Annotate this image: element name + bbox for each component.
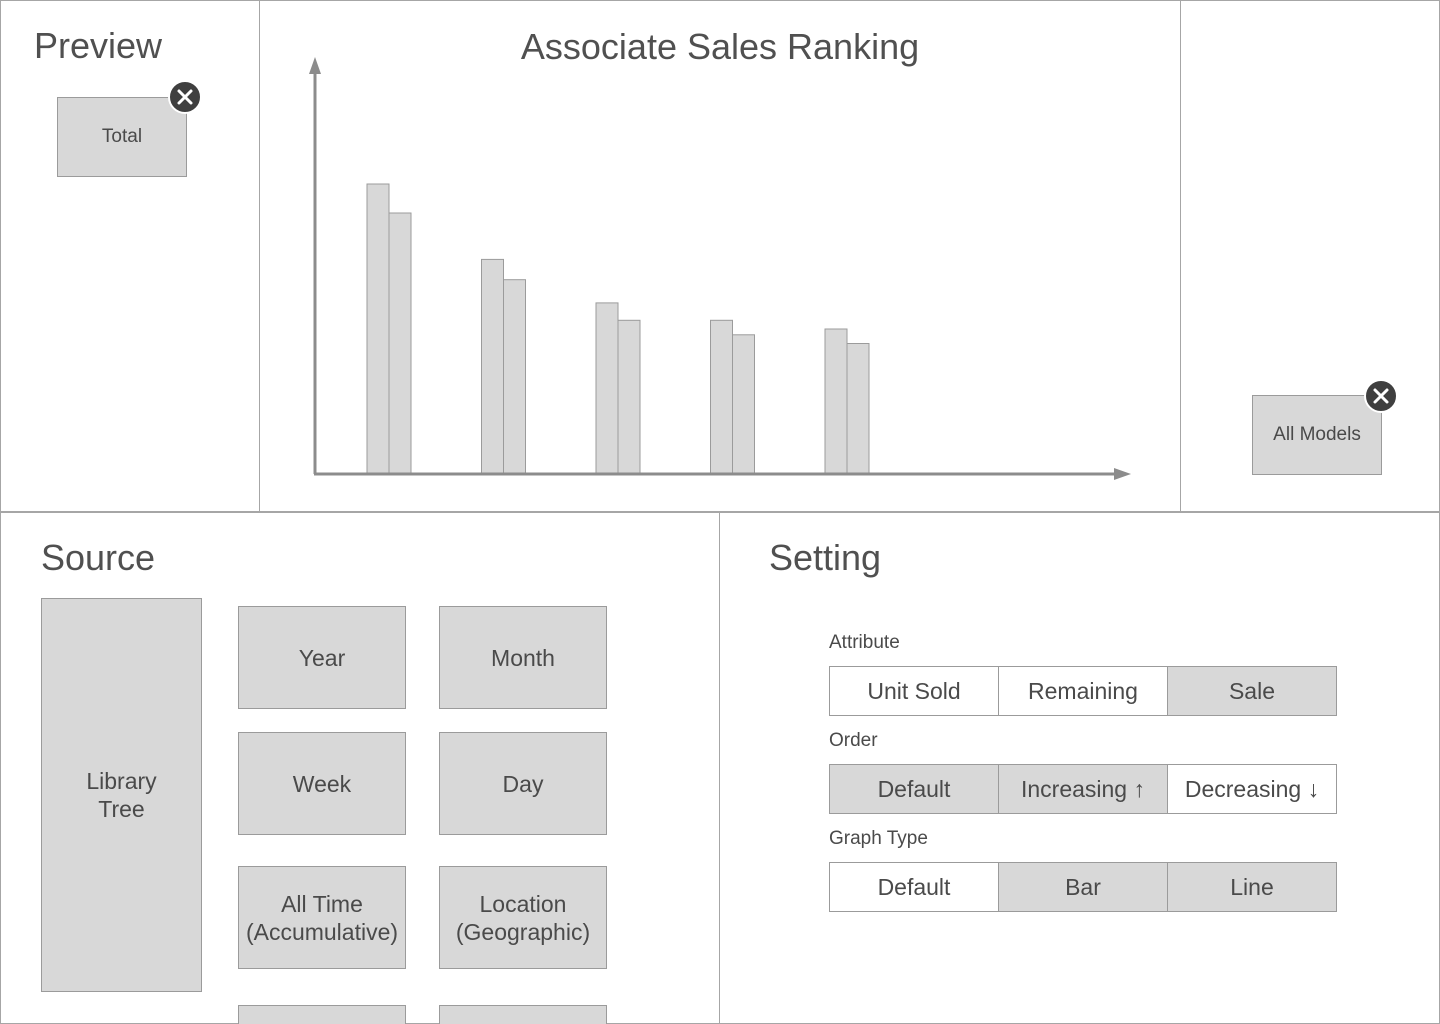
order-increasing-button[interactable]: Increasing ↑	[998, 764, 1168, 814]
x-axis-arrow-icon	[1114, 468, 1131, 480]
library-tree-label: Library Tree	[86, 768, 157, 822]
chart-title: Associate Sales Ranking	[520, 26, 920, 67]
filter-panel: All Models	[1180, 0, 1440, 512]
sales-ranking-chart	[309, 57, 1131, 480]
graph-type-default-button[interactable]: Default	[829, 862, 999, 912]
all-time-tile-label: All Time (Accumulative)	[245, 890, 399, 945]
y-axis-arrow-icon	[309, 57, 321, 74]
order-default-button[interactable]: Default	[829, 764, 999, 814]
month-tile[interactable]: Month	[439, 606, 607, 709]
graph-type-bar-button[interactable]: Bar	[998, 862, 1168, 912]
bar-2-series-2	[503, 279, 526, 475]
bar-2-series-1	[481, 258, 504, 475]
attribute-label: Attribute	[829, 632, 900, 653]
partial-tile-left[interactable]	[238, 1005, 406, 1024]
day-tile-label: Day	[502, 770, 544, 797]
month-tile-label: Month	[491, 644, 555, 671]
attribute-unit-sold-button[interactable]: Unit Sold	[829, 666, 999, 716]
bar-3-series-2	[617, 319, 641, 475]
bar-1-series-1	[366, 183, 390, 475]
all-models-chip-label: All Models	[1273, 424, 1361, 445]
total-chip-label: Total	[101, 126, 143, 147]
year-tile-label: Year	[298, 644, 346, 671]
attribute-segmented-control: Unit Sold Remaining Sale	[829, 666, 1337, 716]
location-tile[interactable]: Location (Geographic)	[439, 866, 607, 969]
setting-panel: Setting Attribute Unit Sold Remaining Sa…	[719, 512, 1440, 1024]
attribute-remaining-button[interactable]: Remaining	[998, 666, 1168, 716]
order-segmented-control: Default Increasing ↑ Decreasing ↓	[829, 764, 1337, 814]
graph-type-label: Graph Type	[829, 828, 928, 849]
all-time-tile[interactable]: All Time (Accumulative)	[238, 866, 406, 969]
bar-5-series-1	[824, 328, 848, 475]
location-tile-label: Location (Geographic)	[455, 890, 591, 945]
week-tile[interactable]: Week	[238, 732, 406, 835]
graph-type-line-button[interactable]: Line	[1167, 862, 1337, 912]
attribute-sale-button[interactable]: Sale	[1167, 666, 1337, 716]
remove-all-models-close-icon[interactable]	[1364, 379, 1398, 413]
bar-4-series-2	[732, 334, 755, 475]
order-label: Order	[829, 730, 878, 751]
partial-tile-right[interactable]	[439, 1005, 607, 1024]
day-tile[interactable]: Day	[439, 732, 607, 835]
order-decreasing-button[interactable]: Decreasing ↓	[1167, 764, 1337, 814]
graph-type-segmented-control: Default Bar Line	[829, 862, 1337, 912]
source-panel: Source Library Tree Year Month Week Day …	[0, 512, 720, 1024]
bar-1-series-2	[388, 212, 412, 475]
all-models-chip[interactable]: All Models	[1252, 395, 1382, 475]
total-chip[interactable]: Total	[57, 97, 187, 177]
bar-3-series-1	[595, 302, 619, 475]
year-tile[interactable]: Year	[238, 606, 406, 709]
bar-4-series-1	[710, 319, 733, 475]
bar-5-series-2	[846, 343, 870, 475]
setting-title: Setting	[769, 537, 882, 578]
remove-total-close-icon[interactable]	[168, 80, 202, 114]
library-tree[interactable]: Library Tree	[41, 598, 202, 992]
week-tile-label: Week	[292, 770, 352, 797]
preview-title: Preview	[34, 25, 163, 66]
preview-panel: Preview Total	[0, 0, 260, 512]
source-title: Source	[41, 537, 156, 578]
